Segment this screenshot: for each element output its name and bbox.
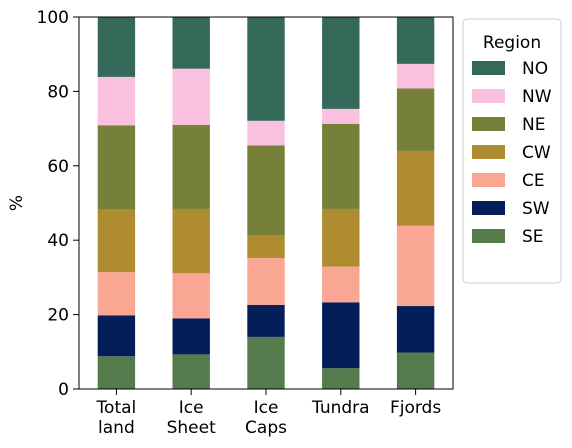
bar-nw-0 <box>97 76 136 126</box>
legend-label-no: NO <box>522 59 548 79</box>
y-tick-label-20: 20 <box>47 306 69 326</box>
legend-swatch-no <box>472 61 505 75</box>
legend-label-cw: CW <box>522 143 551 163</box>
bar-cw-4 <box>396 150 435 226</box>
y-tick-label-100: 100 <box>37 8 69 28</box>
legend-swatch-ne <box>472 117 505 131</box>
bar-se-2 <box>247 336 285 389</box>
bar-cw-0 <box>97 209 136 273</box>
y-axis: 0 20 40 60 80 100 <box>37 8 79 400</box>
x-tick-label-2-1: Caps <box>245 418 287 438</box>
legend: Region NO NW NE CW CE SW SE <box>462 18 562 284</box>
bar-ce-3 <box>322 266 360 303</box>
bar-sw-1 <box>172 318 210 355</box>
bar-nw-2 <box>247 120 285 146</box>
bar-se-1 <box>172 354 210 389</box>
bar-ne-1 <box>172 124 210 209</box>
bar-no-2 <box>247 17 285 121</box>
bar-no-0 <box>97 17 136 77</box>
x-tick-label-4-0: Fjords <box>390 398 441 418</box>
x-tick-label-3-0: Tundra <box>311 398 370 418</box>
y-tick-label-80: 80 <box>47 82 69 102</box>
bar-ce-2 <box>247 258 285 305</box>
bar-se-4 <box>396 352 435 389</box>
bar-se-0 <box>97 356 136 389</box>
x-tick-label-1-1: Sheet <box>167 418 216 438</box>
y-tick-label-0: 0 <box>58 380 69 400</box>
bar-no-1 <box>172 17 210 69</box>
bar-ce-1 <box>172 273 210 319</box>
legend-label-se: SE <box>522 227 544 247</box>
y-tick-label-60: 60 <box>47 157 69 177</box>
bar-sw-4 <box>396 306 435 353</box>
bar-se-3 <box>322 368 360 389</box>
bar-nw-1 <box>172 68 210 125</box>
x-tick-label-1-0: Ice <box>179 398 204 418</box>
bar-no-3 <box>322 17 360 109</box>
bar-sw-0 <box>97 315 136 357</box>
bar-ne-3 <box>322 123 360 209</box>
legend-label-sw: SW <box>522 199 550 219</box>
legend-swatch-cw <box>472 145 505 159</box>
legend-label-ce: CE <box>522 171 545 191</box>
x-tick-label-0-0: Total <box>96 398 137 418</box>
bar-sw-2 <box>247 304 285 337</box>
bar-ne-2 <box>247 145 285 236</box>
bar-no-4 <box>396 17 435 64</box>
x-tick-label-0-1: land <box>98 418 135 438</box>
legend-box <box>462 18 562 284</box>
legend-swatch-ce <box>472 173 505 187</box>
bar-nw-3 <box>322 108 360 124</box>
bar-cw-2 <box>247 235 285 259</box>
y-tick-label-40: 40 <box>47 231 69 251</box>
legend-swatch-sw <box>472 201 505 215</box>
legend-title: Region <box>483 33 541 53</box>
legend-label-nw: NW <box>522 87 552 107</box>
bar-ce-4 <box>396 225 435 307</box>
legend-label-ne: NE <box>522 115 545 135</box>
legend-swatch-se <box>472 229 505 243</box>
bar-cw-1 <box>172 208 210 274</box>
bar-ne-4 <box>396 88 435 151</box>
bar-cw-3 <box>322 208 360 267</box>
bar-ne-0 <box>97 125 136 210</box>
bar-nw-4 <box>396 63 435 89</box>
legend-swatch-nw <box>472 89 505 103</box>
bar-sw-3 <box>322 302 360 369</box>
bar-ce-0 <box>97 272 136 316</box>
bars-group <box>97 17 435 389</box>
y-axis-label: % <box>7 195 27 211</box>
x-tick-label-2-0: Ice <box>254 398 279 418</box>
